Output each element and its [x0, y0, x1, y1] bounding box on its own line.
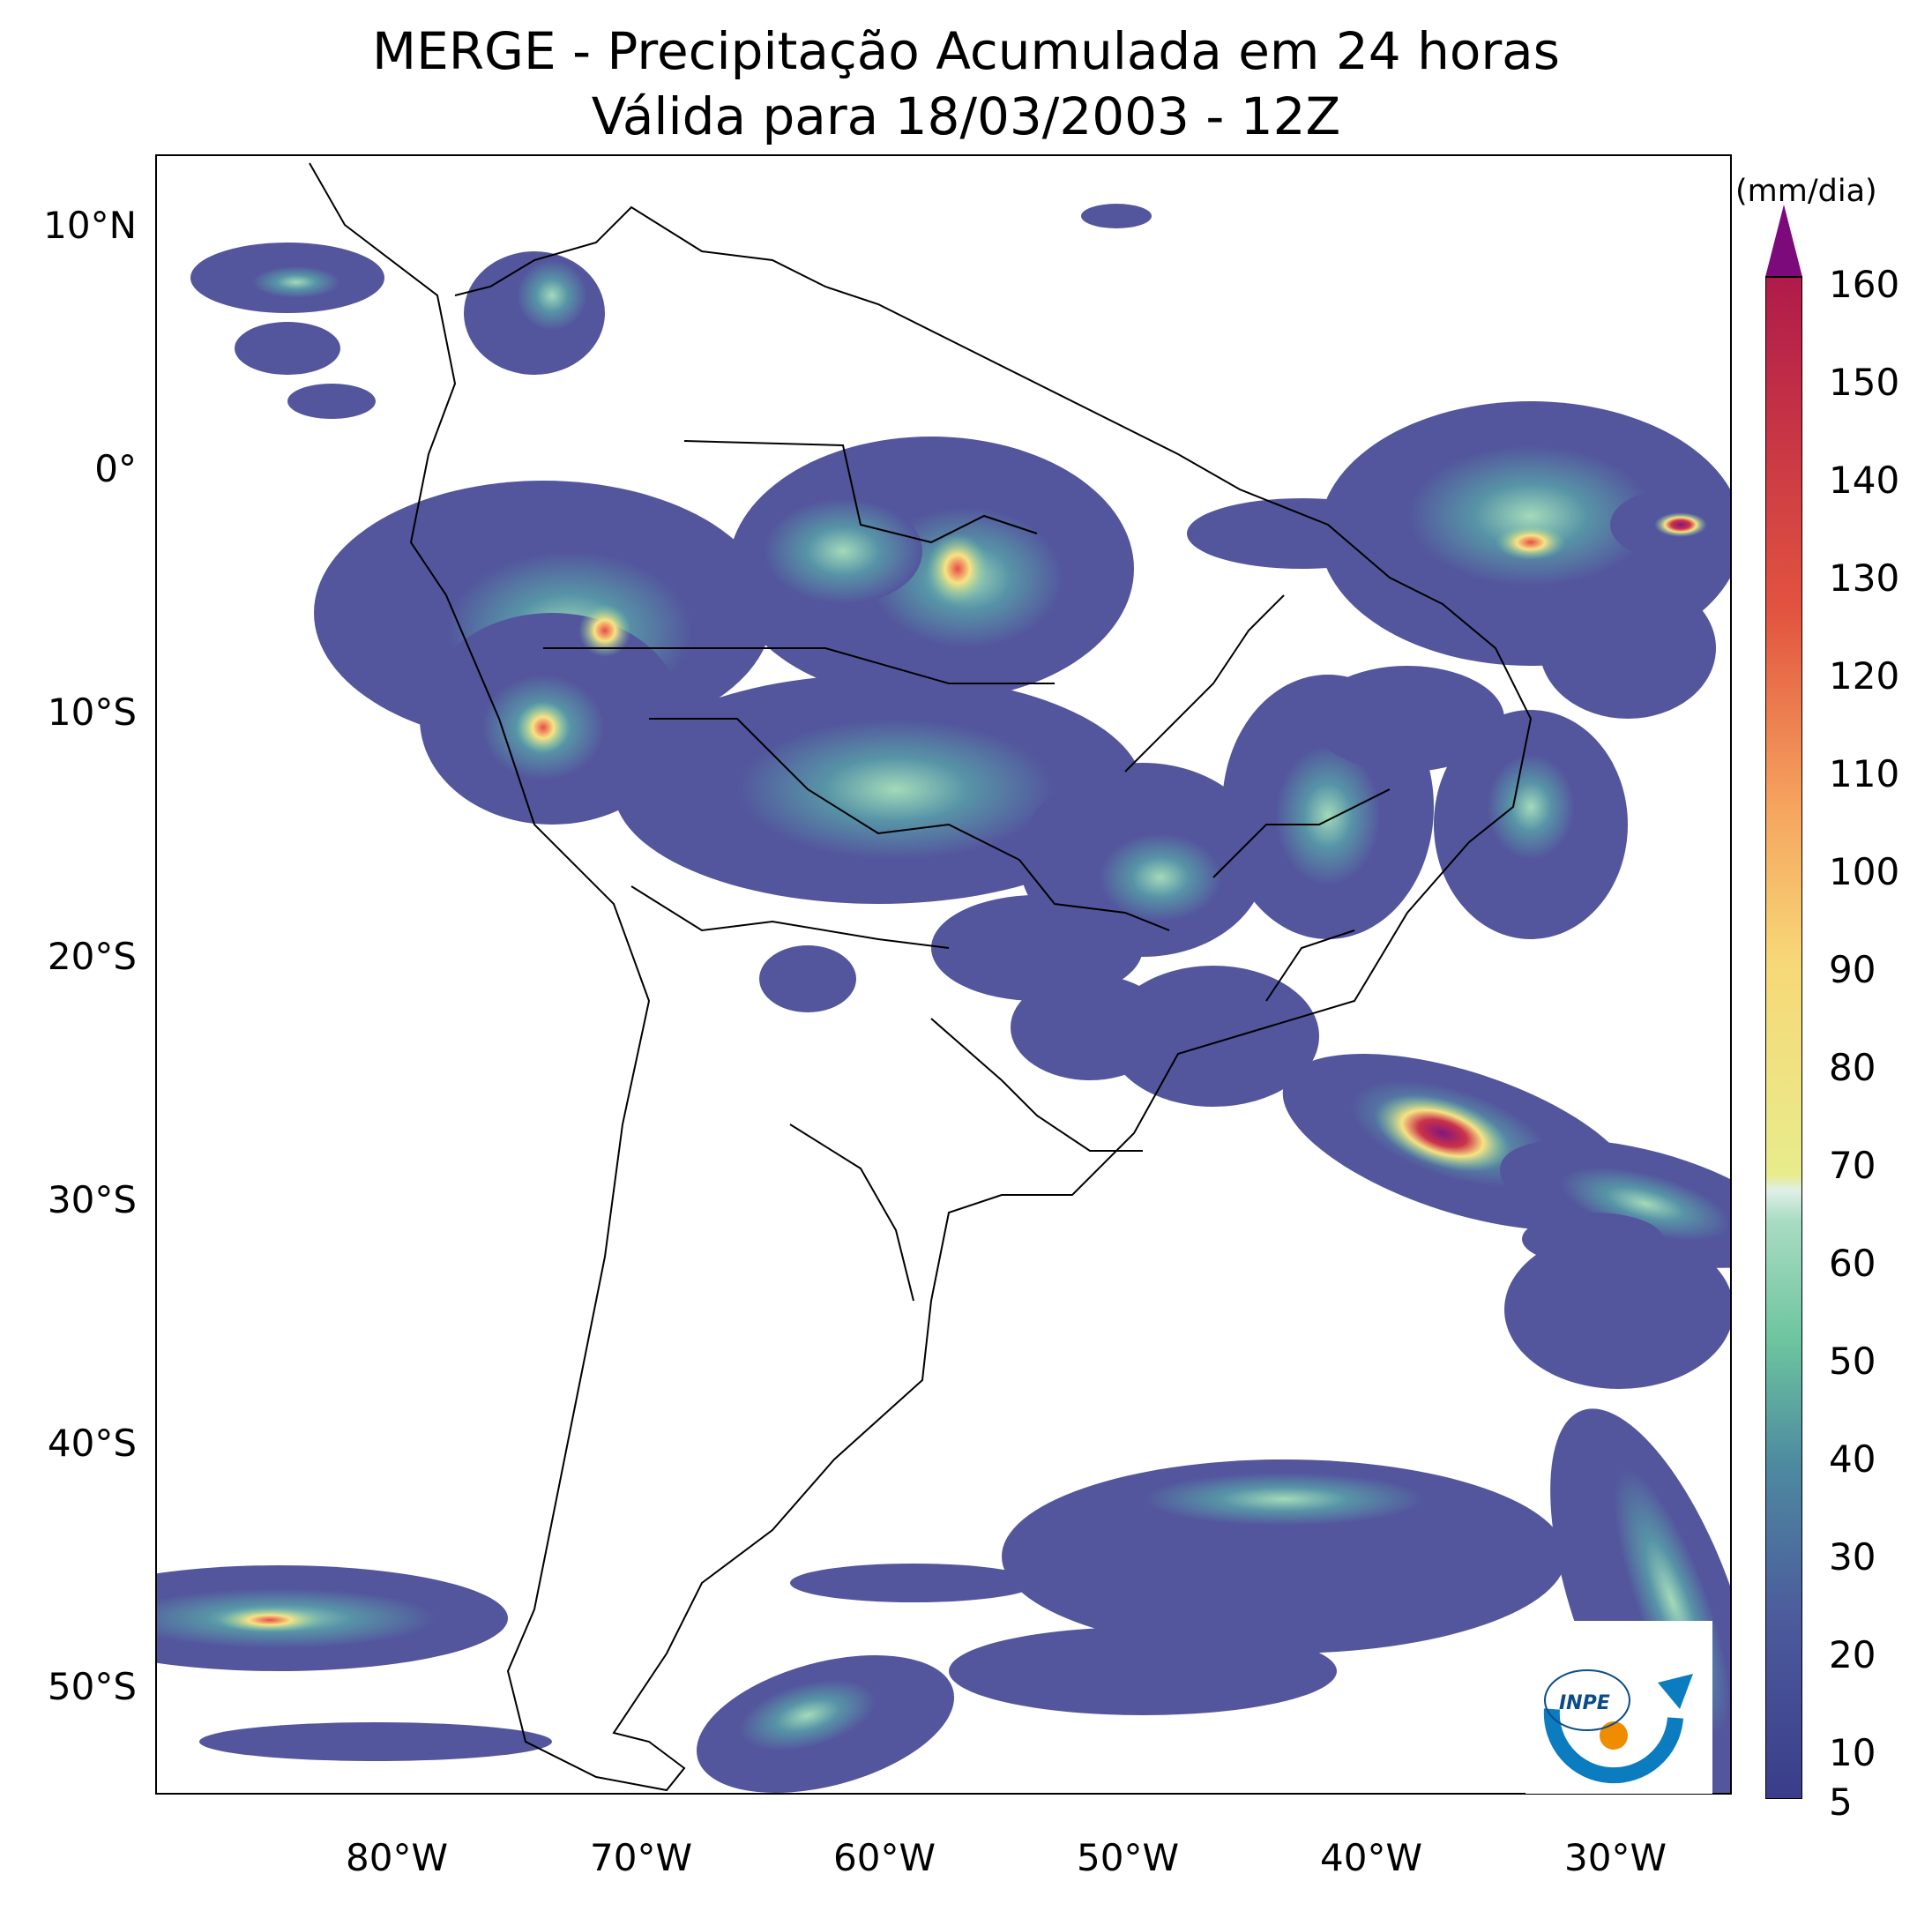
colorbar-unit: (mm/dia)	[1735, 174, 1877, 209]
precipitation-field	[155, 204, 1732, 1795]
lat-label-10s: 10°S	[47, 690, 137, 734]
cbar-tick-130: 130	[1829, 556, 1900, 600]
lon-label-30w: 30°W	[1564, 1836, 1667, 1879]
cbar-tick-40: 40	[1829, 1437, 1876, 1481]
cbar-tick-150: 150	[1829, 361, 1900, 404]
map-subtitle: Válida para 18/03/2003 - 12Z	[591, 86, 1341, 146]
lat-label-0: 0°	[94, 447, 137, 490]
cbar-tick-10: 10	[1829, 1731, 1876, 1774]
cbar-tick-120: 120	[1829, 654, 1900, 698]
cbar-tick-30: 30	[1829, 1535, 1876, 1579]
logo-text: INPE	[1559, 1692, 1610, 1714]
lat-label-20s: 20°S	[47, 935, 137, 978]
lon-label-80w: 80°W	[346, 1836, 448, 1879]
lat-label-10n: 10°N	[43, 204, 137, 247]
logo-arc-icon	[1543, 1708, 1683, 1784]
precipitation-map	[155, 154, 1732, 1795]
lon-label-70w: 70°W	[590, 1836, 692, 1879]
cbar-tick-5: 5	[1829, 1780, 1853, 1824]
lon-label-40w: 40°W	[1320, 1836, 1422, 1879]
coastline	[309, 162, 1533, 1792]
lat-label-40s: 40°S	[47, 1422, 137, 1465]
cbar-tick-100: 100	[1829, 850, 1900, 893]
map-border	[155, 154, 1732, 1795]
cbar-tick-140: 140	[1829, 459, 1900, 502]
map-title: MERGE - Precipitação Acumulada em 24 hor…	[372, 21, 1560, 81]
cbar-tick-160: 160	[1829, 263, 1900, 306]
cbar-tick-70: 70	[1829, 1144, 1876, 1187]
inpe-logo: INPE	[1525, 1621, 1712, 1794]
logo-arrow-icon	[1658, 1674, 1693, 1709]
cbar-tick-60: 60	[1829, 1242, 1876, 1285]
lon-label-60w: 60°W	[833, 1836, 936, 1879]
colorbar-extend-icon	[1765, 205, 1802, 277]
lon-label-50w: 50°W	[1077, 1836, 1179, 1879]
cbar-tick-90: 90	[1829, 948, 1876, 991]
cbar-tick-80: 80	[1829, 1046, 1876, 1089]
logo-dot-icon	[1600, 1721, 1628, 1750]
lat-label-30s: 30°S	[47, 1178, 137, 1221]
colorbar	[1765, 205, 1802, 1799]
cbar-tick-50: 50	[1829, 1340, 1876, 1383]
cbar-tick-20: 20	[1829, 1633, 1876, 1676]
cbar-tick-110: 110	[1829, 752, 1900, 795]
lat-label-50s: 50°S	[47, 1665, 137, 1708]
